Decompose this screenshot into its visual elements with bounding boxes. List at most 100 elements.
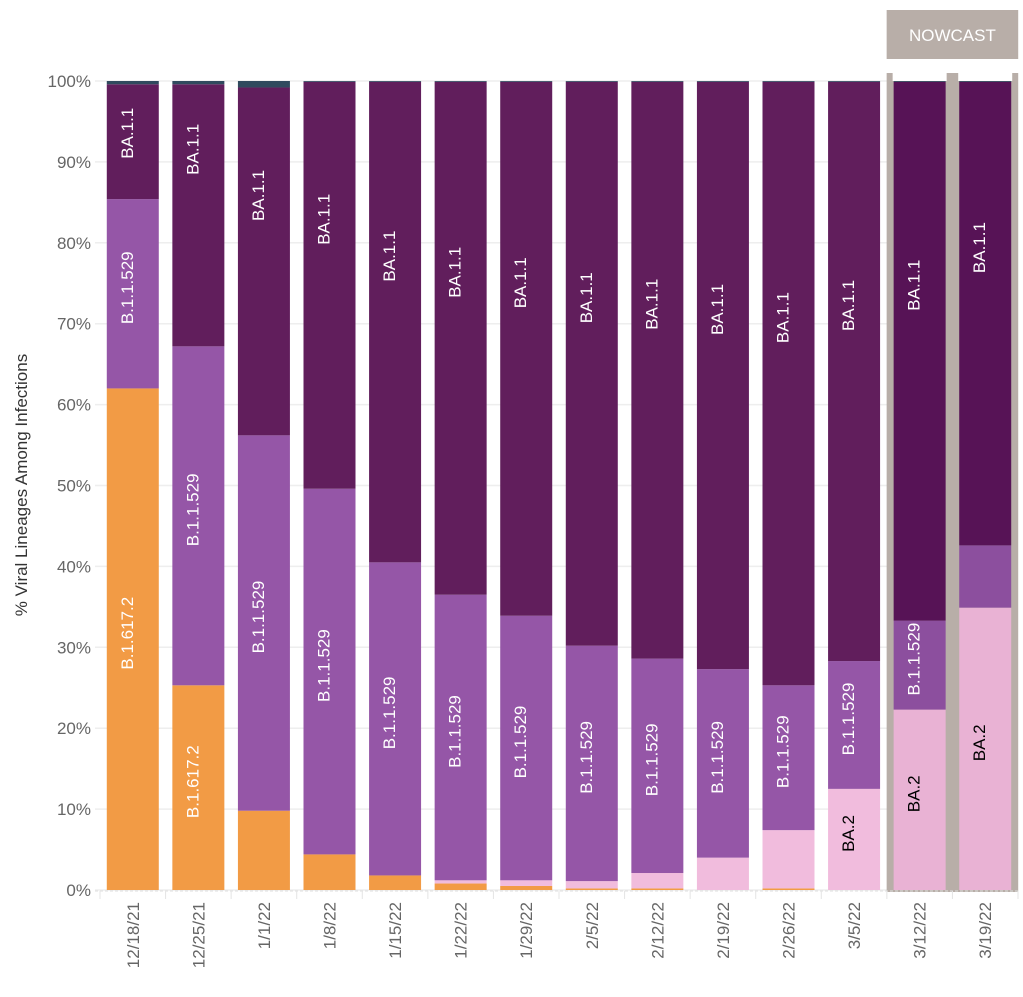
segment-label: B.1.1.529 — [708, 721, 727, 794]
bar-segment-other — [303, 81, 356, 82]
bar-segment-b-1-1-529 — [303, 488, 356, 855]
segment-label: BA.1.1 — [708, 284, 727, 335]
bar-segment-b-1-1-529 — [762, 685, 815, 831]
segment-label: B.1.1.529 — [511, 706, 530, 779]
bar-segment-other — [500, 81, 553, 82]
segment-label: B.1.1.529 — [183, 473, 202, 546]
bar-stack — [106, 81, 159, 890]
y-tick-label: 10% — [57, 800, 91, 819]
segment-label: B.1.1.529 — [380, 677, 399, 750]
bar-segment-other — [237, 81, 290, 88]
bar-segment-b-1-1-529 — [893, 620, 946, 710]
y-tick-label: 80% — [57, 234, 91, 253]
bar-segment-b-1-1-529 — [106, 199, 159, 389]
bar-segment-b-1-617-2 — [762, 888, 815, 890]
bar-segment-b-1-617-2 — [631, 888, 684, 890]
bar-segment-ba-1-1 — [762, 81, 815, 686]
x-tick-label: 2/19/22 — [714, 902, 733, 959]
bar-segment-ba-2 — [696, 857, 749, 890]
x-tick-label: 12/18/21 — [124, 902, 143, 968]
y-tick-label: 90% — [57, 153, 91, 172]
y-tick-label: 30% — [57, 638, 91, 657]
segment-label: BA.2 — [905, 775, 924, 812]
bar-segment-b-1-617-2 — [500, 885, 553, 890]
x-tick-label: 3/12/22 — [911, 902, 930, 959]
segment-label: BA.2 — [970, 724, 989, 761]
bar-stack — [828, 81, 881, 890]
y-tick-label: 20% — [57, 719, 91, 738]
bar-segment-ba-2 — [959, 607, 1012, 890]
segment-label: BA.1.1 — [642, 279, 661, 330]
segment-label: B.1.617.2 — [183, 745, 202, 818]
bar-segment-b-1-1-529 — [828, 661, 881, 789]
bar-segment-b-1-617-2 — [434, 883, 487, 890]
segment-label: B.1.1.529 — [446, 695, 465, 768]
bar-segment-ba-1-1 — [500, 81, 553, 616]
segment-label: BA.1.1 — [380, 231, 399, 282]
bar-stack — [696, 81, 749, 890]
x-tick-label: 1/15/22 — [386, 902, 405, 959]
x-tick-label: 1/22/22 — [452, 902, 471, 959]
bar-segment-b-1-617-2 — [369, 875, 422, 890]
segment-label: B.1.1.529 — [118, 251, 137, 324]
x-tick-label: 3/5/22 — [845, 902, 864, 949]
y-tick-label: 0% — [66, 881, 91, 900]
segment-label: BA.2 — [839, 815, 858, 852]
bar-segment-ba-1-1 — [696, 81, 749, 670]
bar-segment-other — [631, 81, 684, 82]
y-tick-label: 100% — [48, 72, 91, 91]
segment-label: B.1.1.529 — [249, 581, 268, 654]
bar-segment-ba-1-1 — [959, 81, 1012, 546]
segment-labels: B.1.617.2 B.1.1.529 BA.1.1 B.1.617.2 B.1.1.5… — [118, 108, 989, 852]
x-axis: 12/18/21 12/25/21 1/1/22 1/8/22 1/15/22 1/22/… — [95, 890, 1019, 968]
bar-segment-other — [762, 81, 815, 82]
x-tick-label: 2/26/22 — [780, 902, 799, 959]
bars — [106, 81, 1012, 890]
bar-stack — [303, 81, 356, 890]
nowcast-frame-gap — [892, 73, 947, 81]
bar-segment-b-1-617-2 — [565, 888, 618, 890]
bar-segment-ba-1-1 — [631, 81, 684, 659]
bar-segment-b-1-1-529 — [369, 562, 422, 876]
bar-segment-ba-2 — [762, 830, 815, 889]
bar-segment-ba-1-1 — [828, 81, 881, 662]
bar-segment-ba-1-1 — [565, 81, 618, 646]
bar-segment-other — [434, 81, 487, 82]
bar-stack — [565, 81, 618, 890]
bar-stack — [434, 81, 487, 890]
bar-segment-ba-2 — [828, 788, 881, 890]
bar-segment-other — [959, 81, 1012, 82]
x-tick-label: 1/29/22 — [517, 902, 536, 959]
bar-segment-b-1-1-529 — [500, 615, 553, 881]
bar-segment-b-1-1-529 — [434, 594, 487, 881]
bar-segment-ba-2 — [434, 880, 487, 884]
nowcast-label: NOWCAST — [909, 26, 996, 45]
bar-stack — [172, 81, 225, 890]
segment-label: BA.1.1 — [249, 170, 268, 221]
segment-label: B.1.1.529 — [577, 721, 596, 794]
bar-segment-other — [106, 81, 159, 85]
nowcast-badge — [886, 10, 1019, 59]
nowcast-frame-gap — [958, 73, 1013, 81]
segment-label: B.1.1.529 — [905, 623, 924, 696]
segment-label: BA.1.1 — [970, 222, 989, 273]
y-tick-label: 70% — [57, 315, 91, 334]
segment-label: B.1.617.2 — [118, 597, 137, 670]
segment-label: BA.1.1 — [446, 247, 465, 298]
segment-label: BA.1.1 — [905, 260, 924, 311]
bar-segment-b-1-1-529 — [565, 645, 618, 882]
segment-label: B.1.1.529 — [839, 683, 858, 756]
y-axis-title: % Viral Lineages Among Infections — [12, 354, 31, 616]
bar-segment-ba-1-1 — [172, 84, 225, 347]
bar-segment-b-1-1-529 — [172, 346, 225, 686]
bar-stack — [500, 81, 553, 890]
segment-label: BA.1.1 — [577, 272, 596, 323]
bar-segment-other — [696, 81, 749, 82]
bar-segment-ba-2 — [631, 873, 684, 889]
x-tick-label: 12/25/21 — [189, 902, 208, 968]
x-tick-label: 3/19/22 — [976, 902, 995, 959]
segment-label: B.1.1.529 — [642, 723, 661, 796]
bar-segment-b-1-1-529 — [237, 435, 290, 811]
bar-segment-ba-1-1 — [893, 81, 946, 621]
bar-segment-ba-2 — [500, 880, 553, 886]
